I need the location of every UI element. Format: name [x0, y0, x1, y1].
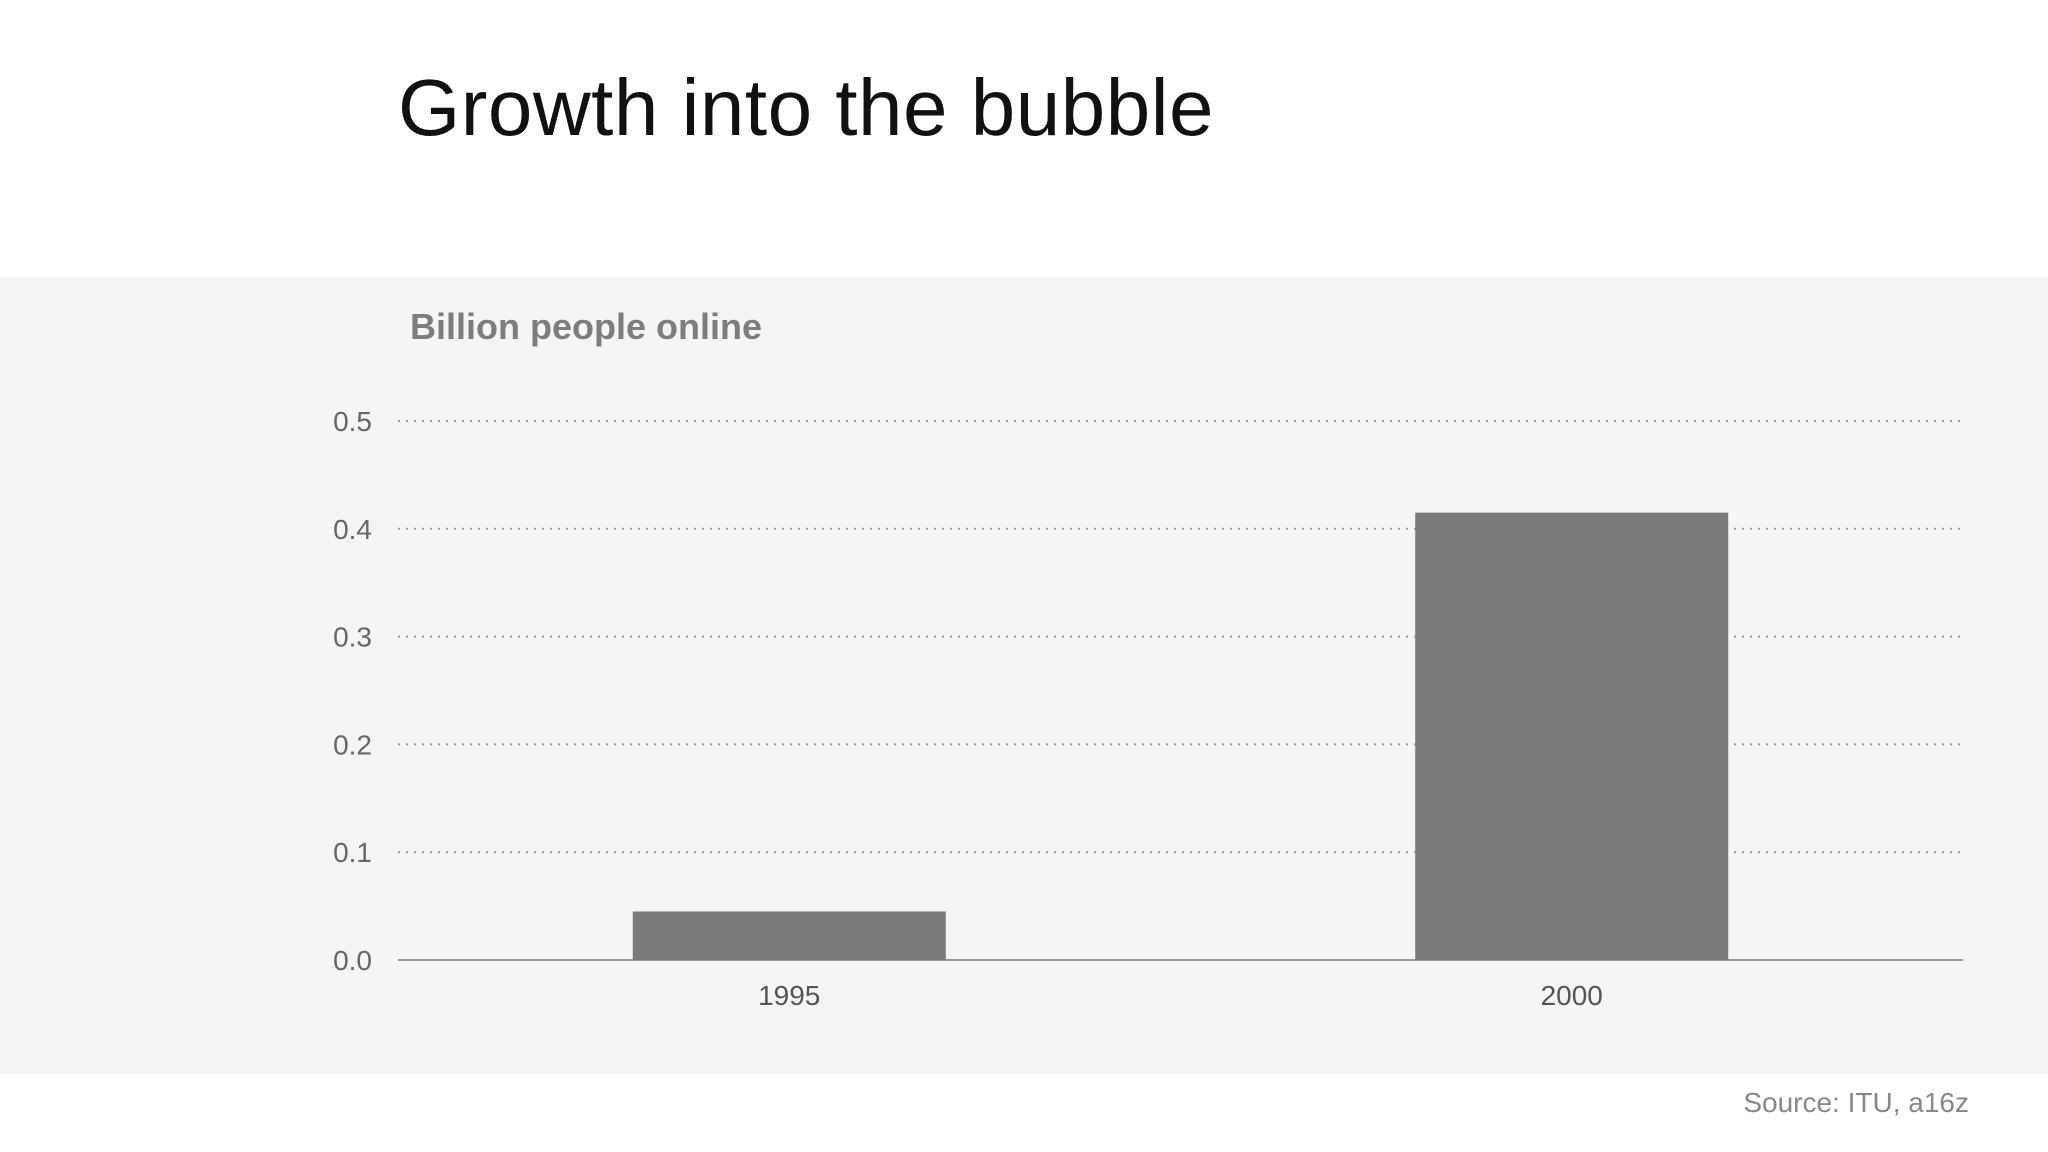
- y-tick-label: 0.3: [333, 622, 372, 653]
- y-tick-label: 0.0: [333, 945, 372, 976]
- x-tick-label: 1995: [758, 980, 820, 1011]
- y-tick-label: 0.4: [333, 514, 372, 545]
- source-note: Source: ITU, a16z: [1743, 1087, 1969, 1118]
- bar-1995: [632, 911, 946, 960]
- bar-2000: [1415, 512, 1729, 960]
- y-tick-label: 0.5: [333, 406, 372, 437]
- slide-title: Growth into the bubble: [398, 63, 1214, 152]
- chart-panel: Billion people online 0.0 0.1 0.2 0.3 0.4 0.5…: [0, 277, 2048, 1074]
- y-tick-label: 0.1: [333, 837, 372, 868]
- bar-chart: Billion people online 0.0 0.1 0.2 0.3 0.4 0.5…: [333, 306, 1963, 1011]
- y-tick-label: 0.2: [333, 729, 372, 760]
- y-axis-label: Billion people online: [410, 306, 762, 347]
- x-tick-label: 2000: [1541, 980, 1603, 1011]
